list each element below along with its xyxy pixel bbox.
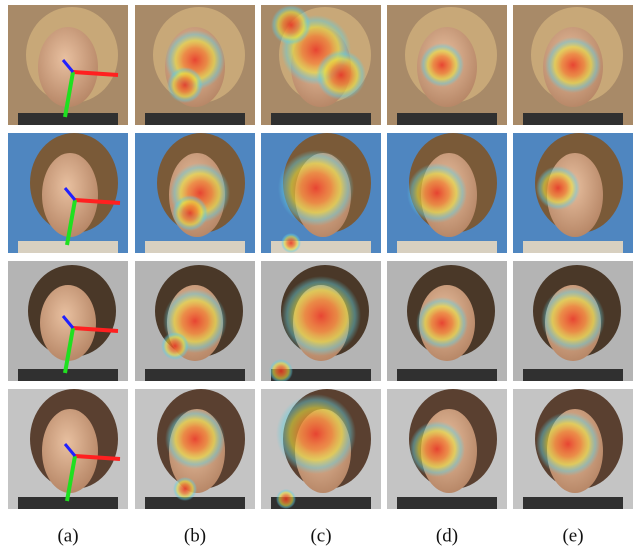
heatmap-blob [278,150,354,226]
heatmap-blob [167,67,203,103]
heatmap-blob [407,163,467,223]
heatmap-blob [165,409,225,469]
image-cell [135,5,255,133]
shoulders [397,241,497,261]
image-cell [8,261,128,389]
page: {"captions": ["(a)", "(b)", "(c)", "(d)"… [0,0,634,548]
heatmap-blob [276,489,296,509]
heatmap-blob [316,50,366,100]
caption: (a) [57,525,78,546]
caption: (c) [310,525,331,546]
caption: (b) [184,525,206,546]
image-cell [513,261,633,389]
heatmap-blob [409,421,465,477]
shoulders [523,497,623,517]
figure: (a) (b) (c) (d) (e) [0,0,634,548]
shoulders [145,497,245,517]
heatmap-blob [536,412,600,476]
shoulders [523,369,623,389]
image-cell [513,133,633,261]
caption: (d) [436,525,458,546]
heatmap-blob [536,166,580,210]
shoulders [397,497,497,517]
image-cell [8,389,128,517]
shoulders [397,113,497,133]
shoulders [523,113,623,133]
heatmap-blob [416,297,468,349]
image-cell [513,389,633,517]
image-cell [261,389,381,517]
shoulders [397,369,497,389]
image-cell [387,5,507,133]
image-cell [387,389,507,517]
image-cell [261,5,381,133]
image-cell [135,389,255,517]
image-cell [513,5,633,133]
shoulders [271,113,371,133]
shoulders [523,241,623,261]
shoulders [145,241,245,261]
image-cell [387,133,507,261]
image-cell [261,261,381,389]
heatmap-blob [541,287,605,351]
image-cell [135,133,255,261]
image-cell [135,261,255,389]
shoulders [18,113,118,133]
heatmap-blob [420,43,464,87]
shoulders [145,113,245,133]
heatmap-blob [271,5,311,45]
heatmap-blob [161,332,189,360]
caption: (e) [562,525,583,546]
image-cell [8,133,128,261]
heatmap-blob [281,233,301,253]
image-cell [387,261,507,389]
heatmap-blob [172,195,208,231]
image-cell [8,5,128,133]
heatmap-blob [276,394,356,474]
heatmap-blob [269,359,293,383]
heatmap-blob [281,276,361,356]
image-cell [261,133,381,261]
heatmap-blob [545,37,601,93]
heatmap-blob [173,477,197,501]
shoulders [18,369,118,389]
shoulders [145,369,245,389]
